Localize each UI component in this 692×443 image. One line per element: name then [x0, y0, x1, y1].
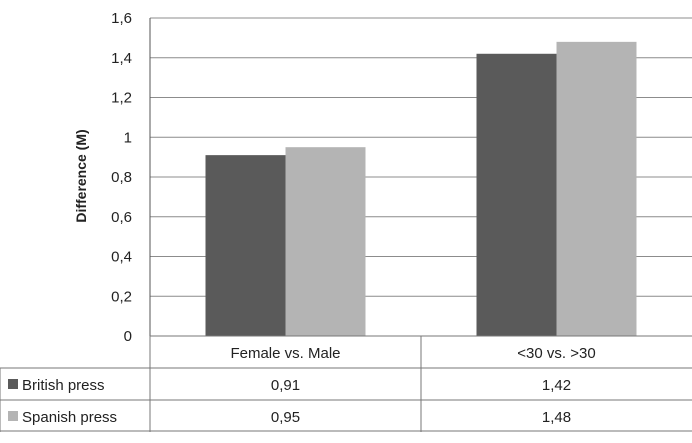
- y-tick-label: 1,4: [111, 50, 132, 67]
- y-tick-label: 0,6: [111, 209, 132, 226]
- y-axis-title: Difference (M): [73, 129, 89, 222]
- bar: [285, 147, 366, 336]
- bars: [205, 41, 637, 337]
- y-tick-label: 1: [124, 129, 132, 146]
- legend-swatch: [8, 411, 18, 421]
- legend-label: Spanish press: [22, 409, 117, 426]
- y-tick-label: 0,8: [111, 169, 132, 186]
- y-tick-label: 1,2: [111, 90, 132, 107]
- y-tick-label: 0,2: [111, 288, 132, 305]
- data-table-value: 0,91: [271, 377, 300, 394]
- category-label: <30 vs. >30: [517, 345, 595, 362]
- y-tick-label: 0,4: [111, 249, 132, 266]
- data-table-value: 1,42: [542, 377, 571, 394]
- legend-swatch: [8, 379, 18, 389]
- data-table-value: 0,95: [271, 409, 300, 426]
- bar: [205, 155, 286, 336]
- y-tick-label: 1,6: [111, 10, 132, 27]
- bar: [476, 53, 557, 337]
- data-table-value: 1,48: [542, 409, 571, 426]
- y-tick-label: 0: [124, 328, 132, 345]
- data-table: Female vs. Male <30 vs. >30 British press 0…: [0, 335, 692, 432]
- legend-label: British press: [22, 377, 105, 394]
- bar: [556, 41, 637, 336]
- y-tick-labels: 0 0,2 0,4 0,6 0,8 1 1,2 1,4 1,6: [111, 10, 132, 345]
- category-label: Female vs. Male: [230, 345, 340, 362]
